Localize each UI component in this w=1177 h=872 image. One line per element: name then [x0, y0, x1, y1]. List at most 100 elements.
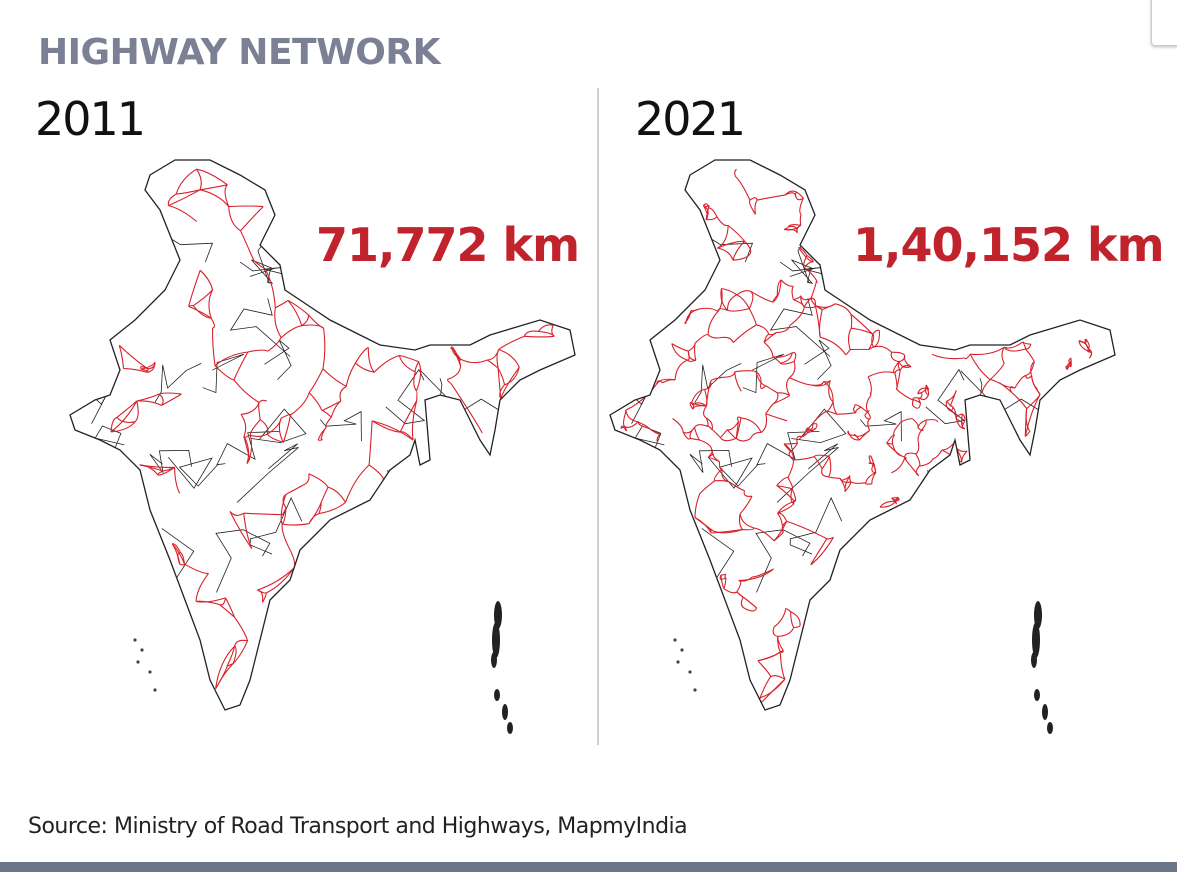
highway-segment [694, 343, 697, 361]
state-border [931, 288, 1014, 325]
highway-segment [496, 349, 500, 369]
highway-segment [891, 434, 895, 445]
highway-segment [687, 351, 696, 361]
highway-segment [497, 367, 506, 385]
highway-segment [450, 383, 483, 434]
highway-segment [218, 603, 235, 618]
highway-segment [890, 352, 900, 363]
highway-segment [717, 240, 745, 249]
highway-segment [498, 335, 525, 350]
highway-segment [411, 400, 418, 441]
highway-segment [265, 567, 295, 594]
highway-segment [752, 568, 774, 578]
highway-segment [848, 327, 852, 350]
highway-segment [224, 184, 230, 207]
highway-segment [720, 429, 728, 438]
highway-segment [786, 377, 791, 396]
highway-segment [792, 352, 797, 362]
highway-segment [303, 473, 310, 486]
highway-segment [749, 197, 758, 201]
highway-segment [738, 568, 774, 582]
highway-segment [281, 524, 289, 548]
highway-segment [116, 400, 138, 418]
highway-segment [915, 453, 921, 467]
highway-segment [416, 390, 418, 401]
highway-segment [240, 414, 247, 437]
highway-segment [734, 371, 742, 392]
highway-segment [371, 420, 414, 441]
highway-segment [793, 625, 801, 629]
highway-segment [961, 413, 966, 430]
highway-segment [870, 462, 877, 473]
lakshadweep-islands [133, 638, 157, 692]
state-border [960, 370, 1073, 436]
highway-segment [1024, 430, 1031, 437]
state-border [239, 254, 315, 275]
highway-segment [780, 279, 794, 287]
highway-segment [789, 306, 805, 326]
highway-segment [793, 456, 815, 461]
highway-segment [911, 418, 919, 429]
highway-segment [168, 205, 198, 222]
highway-segment [234, 616, 249, 641]
highway-segment [865, 395, 872, 413]
highway-segment [705, 207, 710, 220]
highway-segment [690, 437, 700, 441]
highway-segment [720, 574, 725, 589]
highway-segment [850, 481, 866, 484]
highway-segment [705, 381, 712, 406]
highway-segment [229, 511, 253, 550]
highway-segment [280, 494, 287, 515]
highway-segment [227, 645, 236, 666]
corner-widget [1151, 0, 1177, 46]
highway-segment [811, 423, 818, 429]
highway-segment [694, 493, 701, 518]
highway-segment [449, 365, 462, 380]
highway-segment [210, 317, 215, 329]
state-border [668, 207, 702, 243]
highway-segment [690, 401, 694, 406]
highway-segment [175, 168, 197, 195]
highway-segment [917, 384, 927, 395]
highway-segment [736, 579, 742, 593]
highway-segment [914, 402, 921, 409]
state-border [128, 207, 162, 243]
highway-segment [895, 496, 900, 502]
highway-segment [656, 378, 676, 385]
highway-segment [267, 337, 282, 352]
highway-segment [848, 475, 852, 483]
highway-segment [399, 354, 419, 363]
highway-segment [821, 468, 829, 478]
highway-segment [225, 597, 236, 618]
highway-segment [167, 193, 177, 206]
highway-segment [748, 290, 754, 309]
highway-segment [836, 412, 857, 415]
highway-segment [756, 324, 770, 335]
state-border [382, 469, 417, 514]
length-2021-value: 1,40,152 km [853, 218, 1165, 272]
highway-segment [852, 406, 857, 414]
highway-segment [828, 476, 841, 479]
highway-segment [811, 297, 816, 306]
highway-segment [344, 464, 370, 503]
highway-segment [413, 371, 417, 392]
highway-segment [308, 392, 323, 411]
highway-segment [721, 336, 734, 343]
highway-segment [738, 513, 743, 530]
highway-segment [735, 437, 751, 442]
highway-segment [671, 343, 689, 352]
india-outline [69, 159, 576, 711]
state-border [142, 528, 195, 600]
highway-segment [949, 390, 957, 406]
highway-segment [723, 371, 736, 378]
highway-segment [233, 351, 249, 381]
highway-segment [955, 413, 963, 419]
highway-segment [823, 380, 831, 383]
highway-segment [691, 402, 707, 407]
state-border [249, 496, 303, 555]
highway-segment [196, 168, 202, 190]
highway-segment [399, 400, 418, 433]
highway-segment [777, 503, 795, 514]
highway-segment [195, 600, 220, 605]
